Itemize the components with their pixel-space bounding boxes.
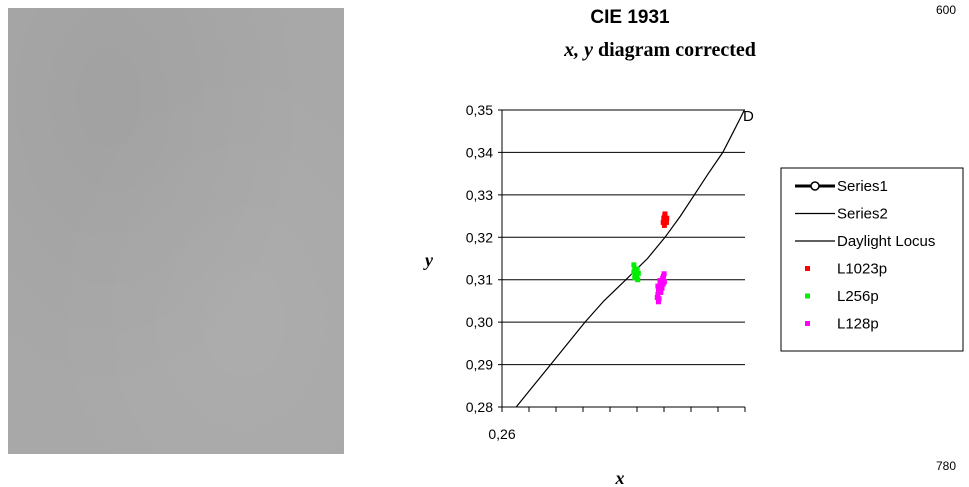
y-tick-label: 0,30 [466, 314, 493, 330]
subtitle-rest: diagram corrected [597, 39, 756, 61]
data-point [661, 279, 667, 285]
data-point [658, 289, 664, 295]
data-point [661, 273, 667, 279]
y-axis-label: y [423, 250, 434, 270]
grayscale-image-panel [8, 8, 344, 454]
chart-subtitle: x, y diagram corrected [540, 39, 780, 62]
data-point [635, 270, 641, 276]
legend-label: L128p [837, 316, 879, 333]
data-point [662, 211, 668, 217]
data-point [635, 277, 641, 283]
legend-swatch-marker [805, 321, 810, 326]
y-tick-label: 0,32 [466, 229, 493, 245]
legend-label: Series1 [837, 178, 888, 195]
legend-label: L1023p [837, 261, 887, 278]
data-point [655, 292, 661, 298]
y-tick-label: 0,29 [466, 357, 493, 373]
y-tick-label: 0,34 [466, 144, 493, 160]
y-tick-label: 0,35 [466, 102, 493, 118]
data-point [632, 275, 638, 281]
x-axis-label: x [615, 468, 625, 487]
legend-label: L256p [837, 288, 879, 305]
data-point [661, 271, 667, 277]
legend-swatch-marker [805, 293, 810, 299]
data-point [631, 269, 637, 275]
legend-box [780, 167, 964, 352]
data-point [634, 266, 640, 272]
data-point [657, 278, 663, 284]
data-point [663, 219, 669, 225]
legend-swatch-marker [805, 266, 810, 271]
y-tick-label: 0,28 [466, 399, 493, 415]
data-point [661, 222, 667, 228]
corner-label-bottom: 780 [936, 459, 957, 473]
legend-label: Series2 [837, 206, 888, 223]
data-point [655, 283, 661, 289]
y-tick-label: 0,31 [466, 272, 493, 288]
point-label-d: D [743, 108, 754, 125]
data-point [659, 285, 665, 291]
data-point [656, 296, 662, 302]
data-point [655, 299, 661, 305]
y-tick-label: 0,33 [466, 187, 493, 203]
subtitle-italic: x, y [564, 39, 593, 61]
legend-swatch-marker [810, 181, 820, 191]
corner-label-top: 600 [936, 3, 957, 17]
series-line-2 [515, 109, 745, 408]
legend-label: Daylight Locus [837, 233, 935, 250]
data-point [664, 215, 670, 221]
x-tick-label: 0,26 [488, 426, 515, 442]
chart-title: CIE 1931 [590, 7, 670, 28]
data-point [631, 262, 637, 268]
